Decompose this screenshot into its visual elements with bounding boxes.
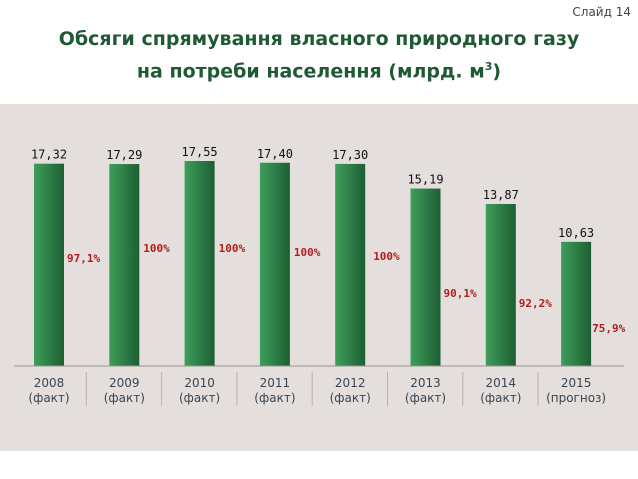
- value-label-2011: 17,40: [257, 147, 293, 161]
- tick-note-2012: (факт): [330, 391, 371, 405]
- bar-2009: [109, 164, 140, 366]
- bar-2011: [259, 162, 290, 366]
- tick-note-2013: (факт): [405, 391, 446, 405]
- tick-note-2008: (факт): [28, 391, 69, 405]
- tick-label-2013: 2013: [410, 376, 441, 390]
- slide-number: Слайд 14: [572, 5, 631, 19]
- bar-2013: [410, 188, 441, 366]
- value-label-2009: 17,29: [106, 148, 142, 162]
- tick-note-2010: (факт): [179, 391, 220, 405]
- percent-label-2012: 100%: [373, 250, 400, 263]
- title-close: ): [492, 60, 502, 83]
- value-label-2014: 13,87: [483, 188, 519, 202]
- bar-2010: [184, 161, 215, 366]
- percent-label-2008: 97,1%: [67, 252, 100, 265]
- tick-note-2009: (факт): [104, 391, 145, 405]
- tick-label-2011: 2011: [260, 376, 291, 390]
- tick-label-2014: 2014: [486, 376, 517, 390]
- value-label-2010: 17,55: [182, 145, 218, 159]
- bar-chart: 17,3297,1%2008(факт)17,29100%2009(факт)1…: [14, 145, 626, 406]
- title-line-2: на потреби населення (млрд. м: [136, 60, 485, 83]
- percent-label-2010: 100%: [219, 242, 246, 255]
- title-superscript: 3: [484, 60, 493, 73]
- percent-label-2009: 100%: [143, 242, 170, 255]
- tick-label-2010: 2010: [184, 376, 215, 390]
- value-label-2012: 17,30: [332, 148, 368, 162]
- percent-label-2011: 100%: [294, 246, 321, 259]
- value-label-2013: 15,19: [407, 173, 443, 187]
- tick-note-2014: (факт): [480, 391, 521, 405]
- percent-label-2013: 90,1%: [444, 287, 477, 300]
- value-label-2008: 17,32: [31, 148, 67, 162]
- bar-2008: [34, 163, 64, 366]
- bar-2014: [485, 203, 516, 366]
- bar-2012: [335, 163, 366, 366]
- title-line-1: Обсяги спрямування власного природного г…: [58, 28, 580, 50]
- percent-label-2014: 92,2%: [519, 297, 552, 310]
- tick-label-2009: 2009: [109, 376, 140, 390]
- tick-note-2011: (факт): [254, 391, 295, 405]
- tick-note-2015: (прогноз): [546, 391, 606, 405]
- tick-label-2008: 2008: [34, 376, 65, 390]
- value-label-2015: 10,63: [558, 226, 594, 240]
- bar-2015: [561, 241, 592, 366]
- tick-label-2015: 2015: [561, 376, 592, 390]
- page-title: Обсяги спрямування власного природного г…: [0, 26, 638, 85]
- chart-panel: 17,32 97,1% 2008 (факт) 17,29 100% 2009 (факт) 1…: [0, 104, 638, 451]
- tick-label-2012: 2012: [335, 376, 366, 390]
- percent-label-2015: 75,9%: [592, 322, 625, 335]
